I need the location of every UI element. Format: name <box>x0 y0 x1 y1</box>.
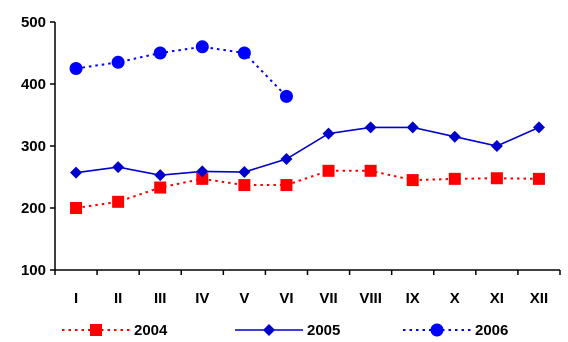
x-tick-label: II <box>114 290 122 307</box>
y-tick-label: 200 <box>21 200 46 217</box>
data-point <box>364 121 377 134</box>
series-layer <box>69 40 545 214</box>
x-tick-label: V <box>239 290 249 307</box>
data-point <box>448 172 461 185</box>
data-point <box>70 202 83 214</box>
x-tick-label: XII <box>530 290 548 307</box>
x-tick-label: I <box>74 290 78 307</box>
data-point <box>532 172 545 185</box>
data-point <box>322 127 335 140</box>
y-tick-label: 400 <box>21 76 46 93</box>
legend-marker <box>90 324 102 336</box>
legend-label: 2004 <box>134 322 168 339</box>
data-point <box>195 40 209 54</box>
data-point <box>69 62 83 75</box>
series-2005 <box>70 121 545 182</box>
data-point <box>238 179 251 192</box>
data-point <box>154 169 167 182</box>
x-tick-label: VI <box>279 290 293 307</box>
legend-marker <box>430 323 444 337</box>
series-2006 <box>69 40 293 103</box>
data-point <box>490 172 503 185</box>
legend-item-2005: 2005 <box>235 322 340 339</box>
legend-label: 2006 <box>475 322 508 339</box>
legend: 2004 2005 2006 <box>62 322 508 339</box>
data-point <box>111 55 125 69</box>
data-point <box>112 195 125 208</box>
data-point <box>406 121 419 134</box>
legend-item-2004: 2004 <box>62 322 168 339</box>
series-line-2004 <box>75 169 539 209</box>
x-tick-label: VII <box>319 290 337 307</box>
data-point <box>448 130 461 143</box>
data-point <box>238 166 251 179</box>
x-tick-label: IV <box>195 290 209 307</box>
series-2004 <box>70 164 545 214</box>
y-tick-label: 300 <box>21 138 46 155</box>
x-tick-label: III <box>154 290 167 307</box>
y-tick-label: 100 <box>21 262 46 279</box>
data-point <box>237 46 251 60</box>
data-point <box>490 140 503 152</box>
data-point <box>70 166 83 179</box>
data-point <box>112 161 125 174</box>
data-point <box>279 89 293 103</box>
data-point <box>196 165 209 178</box>
data-point <box>406 174 419 187</box>
legend-label: 2005 <box>307 322 340 339</box>
x-tick-label: VIII <box>359 290 382 307</box>
data-point <box>322 164 335 177</box>
x-ticks: I II III IV V VI VII VIII IX X XI XII <box>54 270 561 307</box>
legend-item-2006: 2006 <box>403 322 508 339</box>
series-line-2005 <box>75 126 540 176</box>
x-tick-label: X <box>450 290 460 307</box>
data-point <box>280 153 293 166</box>
x-tick-label: IX <box>406 290 420 307</box>
data-point <box>364 164 377 177</box>
series-line-2006 <box>75 45 288 98</box>
data-point <box>532 121 545 134</box>
y-ticks: 100 200 300 400 500 <box>21 14 55 279</box>
data-point <box>196 172 209 185</box>
y-tick-label: 500 <box>21 14 46 31</box>
x-tick-label: XI <box>490 290 504 307</box>
data-point <box>154 181 167 194</box>
legend-marker <box>263 324 275 336</box>
data-point <box>153 46 167 60</box>
data-point <box>280 179 293 192</box>
